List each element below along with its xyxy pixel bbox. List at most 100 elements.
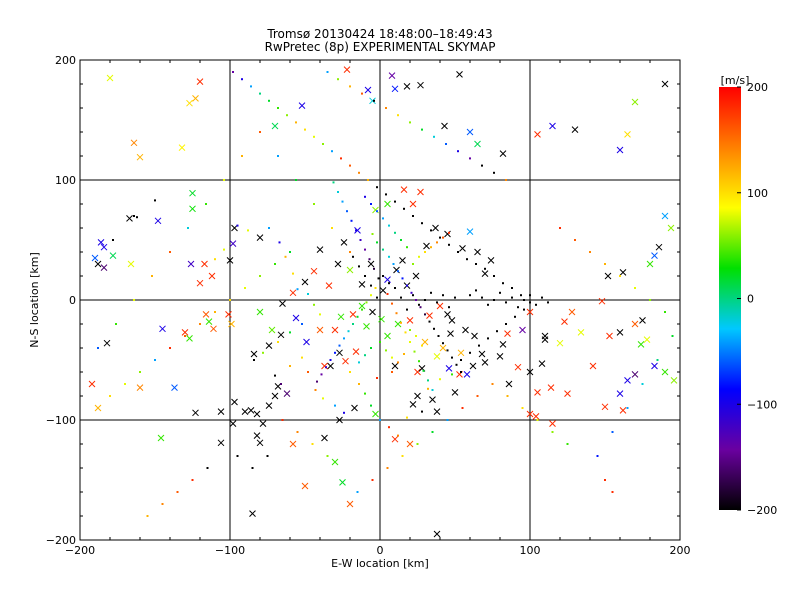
scatter-point-dot: [574, 239, 576, 241]
scatter-point-dot: [277, 155, 279, 157]
scatter-point-x: [561, 318, 568, 325]
scatter-point-x: [228, 320, 235, 328]
scatter-point-x: [526, 368, 534, 376]
scatter-point-dot: [529, 294, 531, 297]
scatter-point-dot: [356, 491, 359, 493]
scatter-point-x: [661, 80, 669, 88]
scatter-point-x: [241, 408, 249, 415]
scatter-point-dot: [400, 239, 402, 241]
scatter-point-x: [466, 128, 474, 136]
scatter-point-dot: [358, 383, 360, 385]
scatter-point-dot: [340, 157, 342, 160]
scatter-point-dot: [331, 227, 333, 229]
scatter-point-x: [136, 153, 144, 161]
scatter-point-dot: [206, 467, 209, 469]
scatter-point-x: [325, 282, 333, 289]
scatter-point-dot: [416, 443, 419, 445]
scatter-point-dot: [664, 311, 666, 313]
scatter-point-x: [631, 371, 639, 378]
scatter-point-x: [186, 99, 193, 107]
scatter-point-x: [265, 402, 273, 409]
scatter-point-x: [346, 266, 354, 274]
scatter-point-x: [417, 188, 424, 196]
scatter-point-x: [541, 332, 549, 340]
scatter-point-dot: [326, 455, 329, 457]
scatter-point-dot: [505, 301, 507, 304]
scatter-point-dot: [370, 284, 372, 287]
scatter-point-dot: [394, 287, 396, 289]
scatter-point-dot: [281, 419, 284, 421]
scatter-point-x: [268, 326, 276, 334]
scatter-point-dot: [478, 344, 480, 347]
scatter-point-x: [106, 74, 114, 82]
scatter-point-dot: [391, 371, 393, 373]
scatter-point-dot: [428, 320, 431, 323]
scatter-point-dot: [566, 443, 569, 445]
scatter-point-x: [201, 260, 208, 268]
scatter-point-x: [229, 420, 237, 427]
scatter-point-dot: [430, 229, 432, 232]
scatter-point-x: [532, 413, 540, 420]
scatter-point-x: [391, 435, 399, 443]
scatter-point-dot: [461, 407, 464, 409]
colorbar-tick-label: −200: [747, 504, 777, 517]
scatter-point-dot: [359, 239, 362, 241]
scatter-point-dot: [374, 287, 377, 289]
scatter-point-x: [231, 398, 238, 406]
scatter-point-x: [178, 144, 186, 151]
scatter-point-dot: [370, 203, 372, 205]
scatter-point-x: [331, 326, 339, 334]
scatter-point-dot: [373, 267, 375, 270]
scatter-point-dot: [371, 233, 374, 235]
scatter-point-dot: [250, 85, 252, 88]
scatter-point-dot: [329, 359, 332, 361]
scatter-point-x: [100, 243, 108, 251]
scatter-point-x: [225, 311, 232, 318]
scatter-point-dot: [523, 299, 525, 301]
scatter-point-dot: [337, 191, 339, 193]
colorbar-tick-label: 200: [747, 81, 768, 94]
scatter-point-x: [364, 86, 372, 94]
scatter-point-dot: [445, 143, 447, 145]
x-axis-label: E-W location [km]: [331, 557, 429, 570]
scatter-point-x: [499, 150, 507, 157]
scatter-point-x: [439, 344, 447, 352]
scatter-point-dot: [529, 301, 531, 304]
scatter-point-x: [400, 186, 408, 193]
scatter-point-dot: [397, 361, 399, 364]
scatter-point-x: [631, 98, 639, 106]
scatter-point-dot: [347, 330, 350, 333]
scatter-point-dot: [431, 431, 434, 433]
scatter-point-dot: [301, 323, 303, 325]
colorbar-ticks: 200 100 0 −100 −200: [737, 81, 777, 517]
scatter-point-x: [624, 377, 631, 384]
scatter-point-dot: [506, 395, 509, 397]
scatter-point-dot: [236, 224, 239, 227]
scatter-point-dot: [487, 337, 489, 340]
scatter-point-dot: [448, 243, 450, 246]
scatter-point-x: [556, 339, 564, 347]
scatter-point-dot: [505, 323, 507, 325]
scatter-point-x: [97, 239, 105, 246]
scatter-point-x: [564, 390, 571, 397]
scatter-point-x: [462, 326, 469, 334]
chart-subtitle: RwPretec (8p) EXPERIMENTAL SKYMAP: [265, 40, 496, 54]
scatter-point-dot: [511, 287, 513, 289]
scatter-point-dot: [401, 455, 404, 457]
scatter-point-dot: [364, 354, 366, 357]
scatter-point-x: [388, 72, 396, 79]
scatter-point-x: [496, 353, 504, 360]
scatter-point-dot: [311, 443, 314, 445]
scatter-point-x: [481, 359, 489, 366]
scatter-point-dot: [431, 389, 434, 391]
scatter-point-x: [606, 332, 613, 340]
scatter-point-dot: [214, 258, 216, 261]
scatter-point-dot: [184, 335, 186, 337]
scatter-point-dot: [349, 164, 351, 167]
scatter-point-dot: [259, 92, 261, 95]
scatter-point-dot: [262, 351, 264, 354]
scatter-point-dot: [421, 410, 423, 413]
scatter-point-dot: [304, 128, 306, 131]
scatter-point-x: [661, 212, 669, 220]
x-tick-label: 200: [670, 544, 691, 557]
